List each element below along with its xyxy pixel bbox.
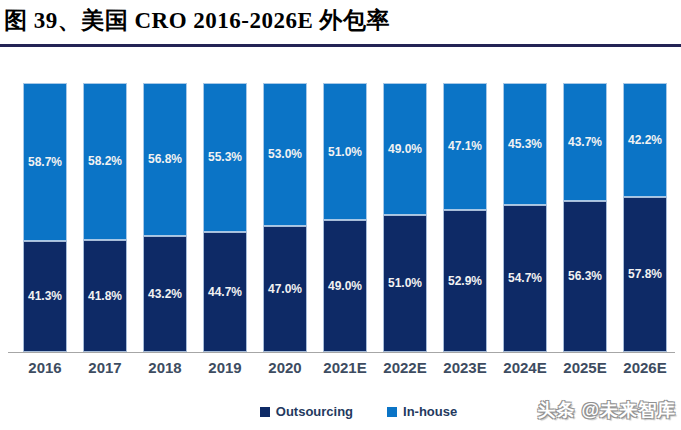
segment-inhouse-2025E: 43.7% — [563, 83, 607, 201]
segment-outsourcing-2018: 43.2% — [143, 236, 187, 352]
outsourcing-swatch-icon — [260, 407, 270, 417]
segment-outsourcing-2017-value-label: 41.8% — [88, 289, 122, 303]
segment-inhouse-2016: 58.7% — [23, 83, 67, 241]
bar-2026E: 42.2% 57.8% — [623, 83, 667, 352]
bar-2021E: 51.0% 49.0% — [323, 83, 367, 352]
x-tick-2022E: 2022E — [375, 359, 435, 376]
segment-inhouse-2023E-value-label: 47.1% — [448, 139, 482, 153]
segment-inhouse-2018-value-label: 56.8% — [148, 152, 182, 166]
x-tick-2020: 2020 — [255, 359, 315, 376]
bar-2016: 58.7% 41.3% — [23, 83, 67, 352]
segment-inhouse-2017-value-label: 58.2% — [88, 154, 122, 168]
segment-outsourcing-2025E: 56.3% — [563, 201, 607, 352]
segment-inhouse-2020-value-label: 53.0% — [268, 147, 302, 161]
segment-outsourcing-2023E-value-label: 52.9% — [448, 274, 482, 288]
figure-us-cro-outsourcing-rate: 图 39、美国 CRO 2016-2026E 外包率 58.7%41.3%58.… — [0, 0, 681, 430]
x-tick-2023E: 2023E — [435, 359, 495, 376]
x-tick-2016: 2016 — [15, 359, 75, 376]
segment-outsourcing-2017: 41.8% — [83, 240, 127, 352]
segment-inhouse-2018: 56.8% — [143, 83, 187, 236]
segment-outsourcing-2020-value-label: 47.0% — [268, 282, 302, 296]
toutiao-watermark: 头条 @未来智库 — [537, 398, 676, 422]
stacked-bar-plot-area: 58.7% 41.3% 58.2% 41.8% 56.8% 43.2% 55.3% 44.7%… — [23, 83, 667, 352]
segment-outsourcing-2022E-value-label: 51.0% — [388, 276, 422, 290]
segment-outsourcing-2023E: 52.9% — [443, 210, 487, 352]
segment-outsourcing-2021E-value-label: 49.0% — [328, 279, 362, 293]
x-tick-2026E: 2026E — [615, 359, 675, 376]
segment-inhouse-2020: 53.0% — [263, 83, 307, 226]
segment-inhouse-2021E-value-label: 51.0% — [328, 145, 362, 159]
bar-2019: 55.3% 44.7% — [203, 83, 247, 352]
segment-outsourcing-2016-value-label: 41.3% — [28, 289, 62, 303]
x-tick-2019: 2019 — [195, 359, 255, 376]
segment-outsourcing-2024E: 54.7% — [503, 205, 547, 352]
segment-outsourcing-2025E-value-label: 56.3% — [568, 269, 602, 283]
segment-inhouse-2024E: 45.3% — [503, 83, 547, 205]
segment-outsourcing-2024E-value-label: 54.7% — [508, 271, 542, 285]
x-axis-labels: 201620172018201920202021E2022E2023E2024E… — [15, 359, 675, 376]
segment-inhouse-2024E-value-label: 45.3% — [508, 137, 542, 151]
figure-title: 图 39、美国 CRO 2016-2026E 外包率 — [4, 5, 390, 36]
x-tick-2025E: 2025E — [555, 359, 615, 376]
segment-outsourcing-2022E: 51.0% — [383, 215, 427, 352]
segment-inhouse-2026E-value-label: 42.2% — [628, 133, 662, 147]
bar-2024E: 45.3% 54.7% — [503, 83, 547, 352]
x-tick-2017: 2017 — [75, 359, 135, 376]
segment-outsourcing-2026E-value-label: 57.8% — [628, 267, 662, 281]
segment-inhouse-2016-value-label: 58.7% — [28, 155, 62, 169]
legend-item-inhouse: In-house — [387, 404, 457, 419]
bar-2023E: 47.1% 52.9% — [443, 83, 487, 352]
bar-2025E: 43.7% 56.3% — [563, 83, 607, 352]
legend-item-outsourcing: Outsourcing — [260, 404, 353, 419]
inhouse-swatch-icon — [387, 407, 397, 417]
segment-inhouse-2026E: 42.2% — [623, 83, 667, 197]
segment-inhouse-2019-value-label: 55.3% — [208, 150, 242, 164]
legend-label-outsourcing: Outsourcing — [276, 404, 353, 419]
bar-2022E: 49.0% 51.0% — [383, 83, 427, 352]
x-tick-2021E: 2021E — [315, 359, 375, 376]
x-axis-line — [8, 352, 675, 353]
segment-inhouse-2021E: 51.0% — [323, 83, 367, 220]
segment-outsourcing-2021E: 49.0% — [323, 220, 367, 352]
segment-inhouse-2019: 55.3% — [203, 83, 247, 232]
segment-outsourcing-2019: 44.7% — [203, 232, 247, 352]
legend-label-inhouse: In-house — [403, 404, 457, 419]
segment-inhouse-2025E-value-label: 43.7% — [568, 135, 602, 149]
segment-inhouse-2023E: 47.1% — [443, 83, 487, 210]
bar-2020: 53.0% 47.0% — [263, 83, 307, 352]
bar-2018: 56.8% 43.2% — [143, 83, 187, 352]
segment-outsourcing-2026E: 57.8% — [623, 197, 667, 352]
x-tick-2024E: 2024E — [495, 359, 555, 376]
segment-outsourcing-2018-value-label: 43.2% — [148, 287, 182, 301]
x-tick-2018: 2018 — [135, 359, 195, 376]
segment-outsourcing-2020: 47.0% — [263, 226, 307, 352]
segment-inhouse-2022E: 49.0% — [383, 83, 427, 215]
segment-outsourcing-2016: 41.3% — [23, 241, 67, 352]
segment-inhouse-2017: 58.2% — [83, 83, 127, 240]
title-underline — [0, 44, 681, 47]
bar-2017: 58.2% 41.8% — [83, 83, 127, 352]
segment-inhouse-2022E-value-label: 49.0% — [388, 142, 422, 156]
segment-outsourcing-2019-value-label: 44.7% — [208, 285, 242, 299]
